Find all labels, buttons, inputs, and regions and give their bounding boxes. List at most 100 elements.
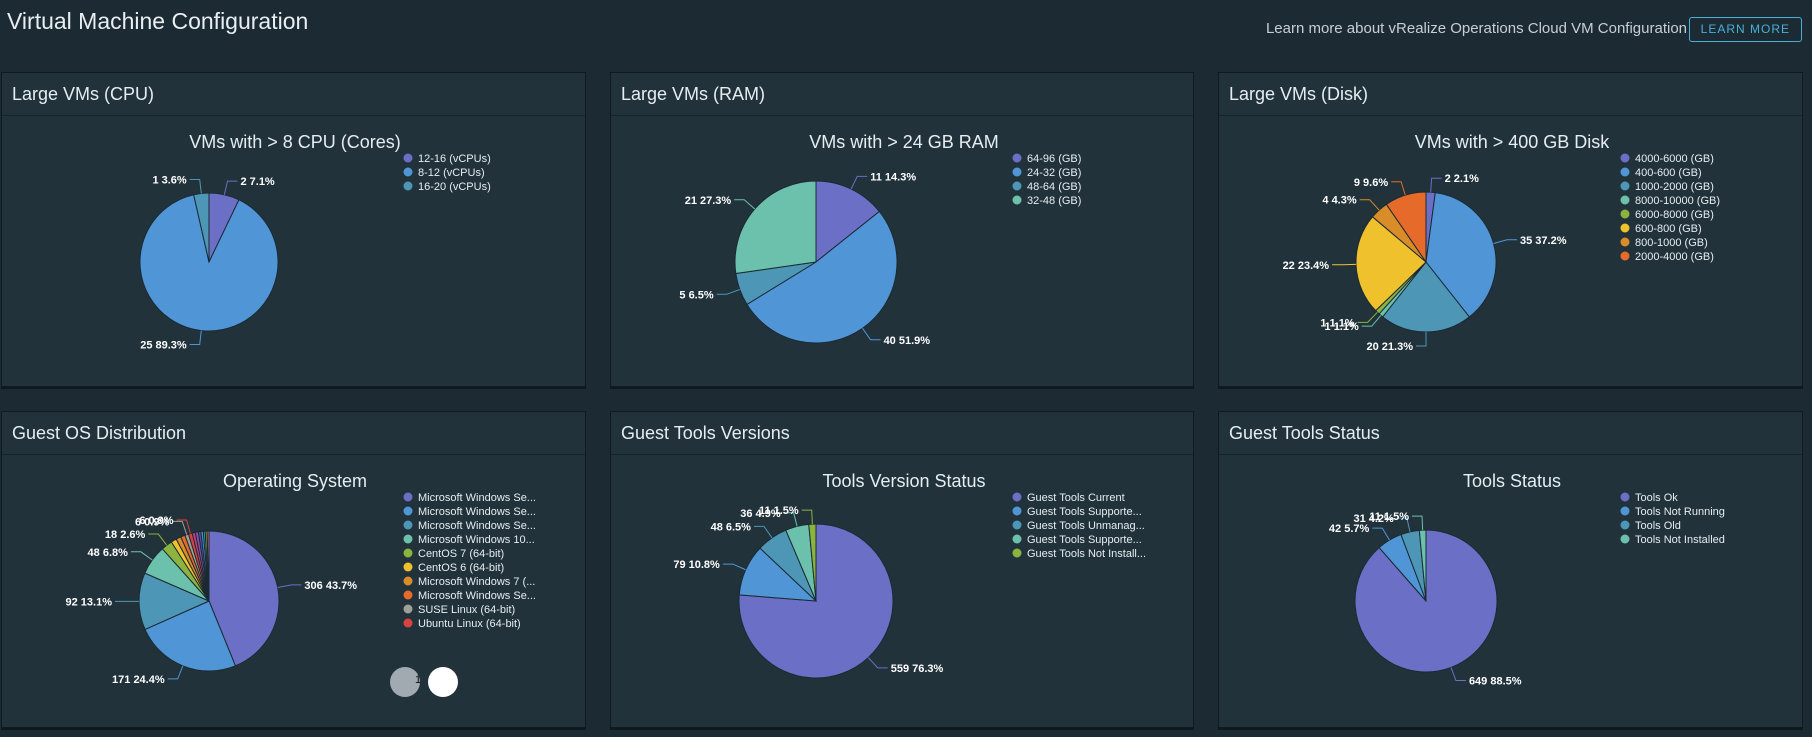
card-guest-os-distribution: Guest OS Distribution Operating System 30…	[1, 411, 586, 728]
legend-swatch	[1012, 195, 1022, 205]
pie-slice[interactable]	[734, 180, 817, 275]
legend-swatch	[403, 590, 413, 600]
slice-data-label: 31 4.2%	[1353, 513, 1394, 525]
legend-entry[interactable]: 8-12 (vCPUs)	[418, 167, 485, 179]
legend-entry[interactable]: Microsoft Windows Se...	[418, 590, 536, 602]
pie-chart-guest-os[interactable]: Operating System 306 43.7% 171 24.4% 92 13.…	[2, 455, 585, 727]
legend-swatch	[1620, 237, 1630, 247]
page-title: Virtual Machine Configuration	[7, 8, 309, 34]
legend-entry[interactable]: 4000-6000 (GB)	[1635, 153, 1714, 165]
pie-slice[interactable]	[144, 600, 237, 672]
slice-leader-line	[172, 520, 188, 535]
slice-data-label: 4 4.3%	[1322, 195, 1356, 207]
pie-slice[interactable]	[138, 572, 211, 631]
slice-leader-line	[1416, 332, 1427, 347]
slice-data-label: 1 1.1%	[1325, 321, 1359, 333]
slice-leader-line	[1357, 311, 1378, 323]
legend-entry[interactable]: CentOS 6 (64-bit)	[418, 562, 504, 574]
pie-slice[interactable]	[139, 194, 279, 332]
slice-data-label: 20 21.3%	[1367, 341, 1414, 353]
card-title: Guest Tools Status	[1219, 412, 1802, 455]
legend-entry[interactable]: 24-32 (GB)	[1027, 167, 1081, 179]
legend-entry[interactable]: Tools Ok	[1635, 492, 1678, 504]
legend-entry[interactable]: Guest Tools Unmanag...	[1027, 520, 1145, 532]
slice-leader-line	[753, 525, 773, 539]
legend-entry[interactable]: 2000-4000 (GB)	[1635, 251, 1714, 263]
pie-slice[interactable]	[208, 530, 280, 667]
pie-slice[interactable]	[738, 523, 894, 679]
legend-entry[interactable]: 6000-8000 (GB)	[1635, 209, 1714, 221]
slice-data-label: 171 24.4%	[112, 674, 165, 686]
legend-swatch	[403, 181, 413, 191]
legend-entry[interactable]: 12-16 (vCPUs)	[418, 153, 491, 165]
legend-entry[interactable]: Microsoft Windows Se...	[418, 492, 536, 504]
legend-entry[interactable]: Microsoft Windows 10...	[418, 534, 535, 546]
legend-page-number: 1	[415, 674, 422, 686]
legend-entry[interactable]: Guest Tools Supporte...	[1027, 534, 1142, 546]
legend-entry[interactable]: 1000-2000 (GB)	[1635, 181, 1714, 193]
card-large-vms-ram: Large VMs (RAM) VMs with > 24 GB RAM 11 1…	[610, 72, 1194, 387]
card-guest-tools-versions: Guest Tools Versions Tools Version Statu…	[610, 411, 1194, 728]
legend-swatch	[403, 153, 413, 163]
slice-data-label: 306 43.7%	[304, 580, 357, 592]
legend-swatch	[1620, 153, 1630, 163]
slice-leader-line	[189, 179, 202, 194]
legend-swatch	[1012, 548, 1022, 558]
legend-swatch	[1012, 506, 1022, 516]
chart-title: Tools Version Status	[822, 471, 985, 491]
legend-entry[interactable]: Microsoft Windows Se...	[418, 520, 536, 532]
legend-entry[interactable]: Microsoft Windows 7 (...	[418, 576, 535, 588]
slice-data-label: 5 6.5%	[679, 289, 713, 301]
legend-entry[interactable]: Tools Not Running	[1635, 506, 1725, 518]
slice-leader-line	[850, 175, 868, 190]
slice-leader-line	[189, 330, 202, 345]
legend-entry[interactable]: Guest Tools Current	[1027, 492, 1125, 504]
learn-more-button[interactable]: LEARN MORE	[1688, 17, 1802, 42]
legend-page-next-button[interactable]	[428, 667, 458, 697]
card-title: Guest Tools Versions	[611, 412, 1193, 455]
legend-swatch	[403, 534, 413, 544]
slice-leader-line	[801, 509, 813, 525]
legend-entry[interactable]: 400-600 (GB)	[1635, 167, 1702, 179]
legend-swatch	[1012, 520, 1022, 530]
legend-entry[interactable]: Microsoft Windows Se...	[418, 506, 536, 518]
pie-chart-ram[interactable]: VMs with > 24 GB RAM 11 14.3% 40 51.9% 5 6.…	[611, 116, 1193, 386]
legend-entry[interactable]: 64-96 (GB)	[1027, 153, 1081, 165]
pie-chart-cpu[interactable]: VMs with > 8 CPU (Cores) 2 7.1% 25 89.3% 1 …	[2, 116, 585, 386]
legend-entry[interactable]: Tools Not Installed	[1635, 534, 1725, 546]
legend-entry[interactable]: SUSE Linux (64-bit)	[418, 604, 515, 616]
pie-slice[interactable]	[1355, 216, 1427, 312]
pie-slice[interactable]	[1385, 191, 1427, 264]
pie-chart-disk[interactable]: VMs with > 400 GB Disk 2 2.1% 35 37.2% 20 2…	[1219, 116, 1802, 386]
legend-entry[interactable]: Tools Old	[1635, 520, 1681, 532]
legend-entry[interactable]: 600-800 (GB)	[1635, 223, 1702, 235]
legend-entry[interactable]: 16-20 (vCPUs)	[418, 181, 491, 193]
slice-data-label: 22 23.4%	[1283, 260, 1330, 272]
legend-entry[interactable]: CentOS 7 (64-bit)	[418, 548, 504, 560]
pie-chart-tools-status[interactable]: Tools Status 649 88.5% 42 5.7%31 4.2%11 1.…	[1219, 455, 1802, 727]
legend-entry[interactable]: Guest Tools Supporte...	[1027, 506, 1142, 518]
legend-page-prev-button[interactable]	[390, 667, 420, 697]
legend-swatch	[403, 167, 413, 177]
learn-more-text: Learn more about vRealize Operations Clo…	[1265, 20, 1687, 37]
slice-leader-line	[176, 519, 191, 534]
legend-entry[interactable]: Ubuntu Linux (64-bit)	[418, 618, 521, 630]
pie-slice[interactable]	[815, 180, 881, 264]
pie-slice[interactable]	[206, 530, 210, 602]
slice-leader-line	[277, 584, 302, 589]
legend-swatch	[403, 604, 413, 614]
pie-slice[interactable]	[193, 192, 210, 263]
legend-swatch	[1620, 209, 1630, 219]
legend-entry[interactable]: 32-48 (GB)	[1027, 195, 1081, 207]
legend-entry[interactable]: 48-64 (GB)	[1027, 181, 1081, 193]
slice-data-label: 35 37.2%	[1520, 235, 1567, 247]
page-header: Virtual Machine Configuration Learn more…	[0, 0, 1812, 62]
slice-leader-line	[223, 180, 238, 195]
pie-slice[interactable]	[1418, 529, 1427, 602]
legend-entry[interactable]: 8000-10000 (GB)	[1635, 195, 1720, 207]
slice-data-label: 9 9.6%	[1354, 177, 1388, 189]
legend-entry[interactable]: Guest Tools Not Install...	[1027, 548, 1146, 560]
pie-chart-tools-versions[interactable]: Tools Version Status 559 76.3% 79 10.8% 48 …	[611, 455, 1193, 727]
legend-entry[interactable]: 800-1000 (GB)	[1635, 237, 1708, 249]
slice-data-label: 48 6.8%	[88, 547, 129, 559]
